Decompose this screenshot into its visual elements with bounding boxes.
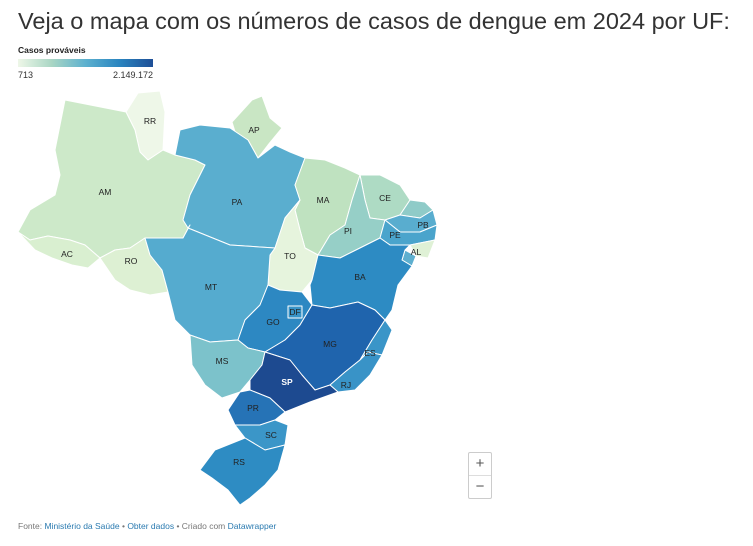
zoom-divider [469, 475, 491, 476]
label-al: AL [411, 247, 422, 257]
label-ce: CE [379, 193, 391, 203]
state-sp[interactable] [249, 351, 339, 413]
footer-credits: Fonte: Ministério da Saúde • Obter dados… [18, 521, 276, 531]
page-title: Veja o mapa com os números de casos de d… [18, 8, 730, 34]
legend-min-label: 713 [18, 70, 34, 80]
label-pe: PE [389, 230, 401, 240]
source-link[interactable]: Ministério da Saúde [44, 521, 120, 531]
zoom-controls: + − [468, 452, 492, 499]
legend-title: Casos prováveis [18, 45, 86, 55]
label-pi: PI [344, 226, 352, 236]
legend-labels: 713 2.149.172 [18, 70, 153, 80]
label-ms: MS [216, 356, 229, 366]
label-pr: PR [247, 403, 259, 413]
label-sp: SP [281, 377, 293, 387]
label-df: DF [289, 307, 300, 317]
state-labels: RR AP AM PA MA CE PB PI PE AL AC RO TO B… [61, 116, 429, 467]
label-mg: MG [323, 339, 337, 349]
zoom-out-button[interactable]: − [475, 478, 485, 495]
state-am[interactable] [17, 99, 206, 259]
label-es: ES [364, 348, 376, 358]
state-rj[interactable] [329, 351, 383, 393]
color-legend: Casos prováveis 713 2.149.172 [18, 45, 158, 80]
zoom-in-button[interactable]: + [475, 455, 485, 472]
label-ba: BA [354, 272, 366, 282]
footer-sep-1: • [119, 521, 128, 531]
label-to: TO [284, 251, 296, 261]
label-pa: PA [232, 197, 243, 207]
label-am: AM [99, 187, 112, 197]
label-ro: RO [125, 256, 138, 266]
datawrapper-link[interactable]: Datawrapper [227, 521, 277, 531]
legend-max-label: 2.149.172 [112, 70, 153, 80]
label-go: GO [266, 317, 280, 327]
label-pb: PB [417, 220, 429, 230]
label-mt: MT [205, 282, 217, 292]
state-df[interactable] [287, 305, 303, 319]
label-rr: RR [144, 116, 156, 126]
state-rs[interactable] [199, 437, 286, 506]
label-sc: SC [265, 430, 277, 440]
state-ap[interactable] [231, 95, 283, 159]
label-rj: RJ [341, 380, 351, 390]
label-ac: AC [61, 249, 73, 259]
footer-prefix: Fonte: [18, 521, 45, 531]
label-ap: AP [248, 125, 260, 135]
legend-gradient-bar [18, 59, 153, 67]
footer-sep-2: • Criado com [174, 521, 228, 531]
label-rs: RS [233, 457, 245, 467]
get-data-link[interactable]: Obter dados [127, 521, 175, 531]
state-al[interactable] [409, 239, 436, 259]
label-ma: MA [317, 195, 330, 205]
